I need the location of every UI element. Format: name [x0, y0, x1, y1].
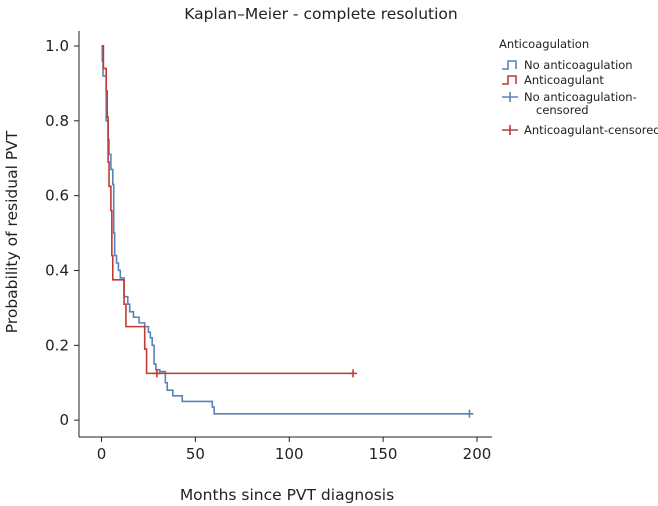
y-tick-label: 0	[59, 411, 69, 429]
y-ticks: 0 0.2 0.4 0.6 0.8 1.0	[45, 37, 79, 429]
legend-symbol-censor	[502, 92, 518, 102]
series-no-anticoagulation-line	[101, 45, 470, 415]
x-tick-label: 50	[186, 445, 205, 463]
legend-title: Anticoagulation	[499, 37, 589, 51]
y-tick-label: 0.8	[45, 112, 69, 130]
y-tick-label: 0.2	[45, 336, 69, 354]
y-tick-label: 1.0	[45, 37, 69, 55]
axes: 0 50 100 150 200 0 0.2 0.4 0.6 0.8 1.0	[45, 31, 492, 463]
censor-mark-anticoagulant	[152, 369, 161, 378]
x-tick-label: 150	[369, 445, 398, 463]
legend: Anticoagulation No anticoagulationAntico…	[499, 37, 658, 137]
censor-mark-no-anticoagulation	[465, 409, 474, 418]
x-tick-label: 100	[275, 445, 304, 463]
legend-symbol-step	[502, 60, 517, 70]
legend-label: No anticoagulation-	[524, 90, 637, 104]
x-tick-label: 0	[97, 445, 107, 463]
x-axis-title: Months since PVT diagnosis	[180, 486, 394, 504]
legend-label: No anticoagulation	[524, 58, 633, 72]
y-tick-label: 0.6	[45, 187, 69, 205]
legend-symbol-step	[502, 75, 517, 85]
y-tick-label: 0.4	[45, 261, 69, 279]
x-tick-label: 200	[463, 445, 492, 463]
legend-label: Anticoagulant-censored	[524, 123, 658, 137]
y-axis-title: Probability of residual PVT	[3, 130, 21, 333]
legend-symbol-censor	[502, 125, 518, 135]
legend-label: Anticoagulant	[524, 73, 604, 87]
legend-label-continued: censored	[536, 103, 589, 117]
chart-title: Kaplan–Meier - complete resolution	[184, 5, 457, 23]
censor-mark-anticoagulant	[349, 369, 358, 378]
series-anticoagulant-line	[101, 45, 354, 375]
x-ticks: 0 50 100 150 200	[97, 437, 492, 463]
series-layer	[101, 45, 474, 418]
